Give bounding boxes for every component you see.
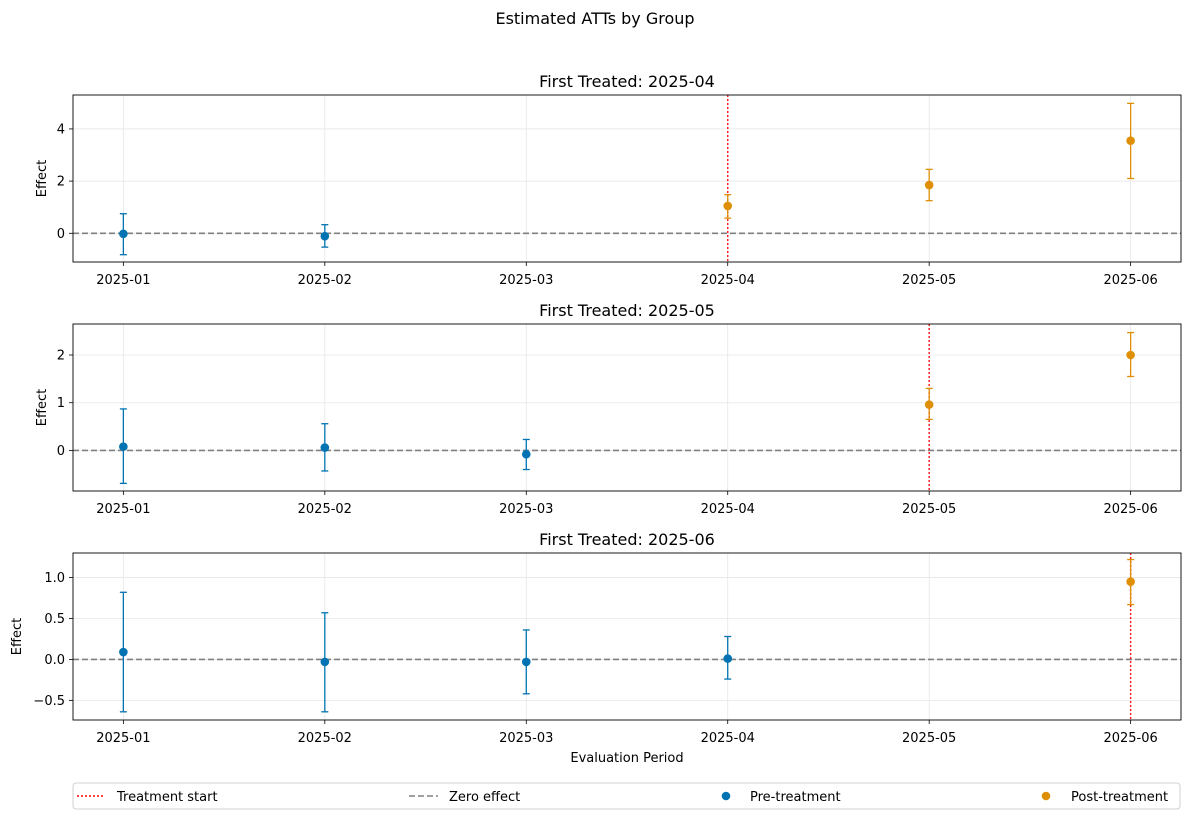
post-point-2025-06 — [1126, 331, 1135, 378]
point-marker — [521, 449, 531, 459]
x-tick-label: 2025-03 — [499, 502, 553, 517]
point-marker — [119, 442, 128, 451]
post-point-2025-06 — [1126, 102, 1135, 180]
post-point-2025-04 — [723, 194, 733, 219]
y-tick-label: 2 — [57, 349, 65, 364]
panel-title: First Treated: 2025-06 — [539, 530, 715, 549]
panel-2: 0 1 2 2025-01 2025-02 2025-03 2025-04 2025-05 20… — [35, 301, 1182, 517]
point-marker — [723, 201, 733, 211]
x-tick-label: 2025-02 — [298, 502, 352, 517]
point-marker — [320, 443, 330, 452]
pre-point-2025-02 — [320, 224, 330, 248]
y-tick-label: 0 — [57, 444, 65, 459]
plot-frame — [72, 94, 1182, 263]
x-tick-label: 2025-04 — [701, 273, 755, 288]
pre-point-2025-02 — [320, 423, 330, 472]
x-tick-label: 2025-04 — [701, 731, 755, 746]
x-tick-label: 2025-05 — [902, 273, 956, 288]
legend-box — [72, 782, 1181, 810]
y-tick-label: 0.0 — [44, 653, 65, 668]
x-tick-label: 2025-06 — [1103, 502, 1157, 517]
plot-area — [73, 95, 1181, 262]
y-tick-label: 0.5 — [44, 612, 65, 627]
pre-point-2025-01 — [119, 213, 128, 256]
pre-point-2025-03 — [521, 629, 531, 695]
pre-point-2025-04 — [723, 635, 733, 680]
x-tick-label: 2025-01 — [96, 731, 150, 746]
pre-point-2025-03 — [521, 438, 531, 471]
post-point-2025-05 — [924, 387, 934, 421]
y-tick-label: 4 — [57, 122, 65, 137]
legend-pre-label: Pre-treatment — [750, 790, 841, 805]
y-axis-label: Effect — [10, 618, 25, 655]
post-point-2025-05 — [924, 168, 934, 202]
chart-title: Estimated ATTs by Group — [495, 9, 694, 28]
panel-3: −0.5 0.0 0.5 1.0 2025-01 2025-02 2025-03 2025-0… — [10, 530, 1182, 746]
y-axis-label: Effect — [35, 160, 50, 197]
x-tick-label: 2025-03 — [499, 273, 553, 288]
plot-frame — [72, 323, 1182, 492]
x-tick-label: 2025-04 — [701, 502, 755, 517]
pre-point-2025-02 — [320, 612, 330, 713]
legend-pre-swatch — [721, 791, 731, 801]
post-point-2025-06 — [1126, 558, 1135, 606]
legend-treatment-label: Treatment start — [116, 790, 218, 805]
point-marker — [320, 657, 330, 667]
y-tick-label: 0 — [57, 227, 65, 242]
x-tick-label: 2025-05 — [902, 731, 956, 746]
legend-zero-label: Zero effect — [449, 790, 520, 805]
pre-point-2025-01 — [119, 591, 128, 713]
x-tick-label: 2025-02 — [298, 731, 352, 746]
point-marker — [521, 657, 531, 667]
panel-title: First Treated: 2025-04 — [539, 72, 715, 91]
point-marker — [1126, 350, 1135, 360]
y-tick-label: 1.0 — [44, 571, 65, 586]
y-tick-label: 1 — [57, 396, 65, 411]
point-marker — [119, 647, 128, 657]
point-marker — [723, 654, 733, 663]
legend: Treatment start Zero effect Pre-treatment P… — [72, 782, 1181, 810]
x-tick-label: 2025-05 — [902, 502, 956, 517]
x-tick-label: 2025-06 — [1103, 731, 1157, 746]
point-marker — [924, 400, 934, 409]
x-tick-label: 2025-01 — [96, 502, 150, 517]
y-tick-label: 2 — [57, 175, 65, 190]
point-marker — [119, 229, 128, 239]
x-axis-label: Evaluation Period — [570, 751, 683, 766]
plot-area — [73, 553, 1181, 720]
y-axis-label: Effect — [35, 389, 50, 426]
x-tick-label: 2025-02 — [298, 273, 352, 288]
x-tick-label: 2025-03 — [499, 731, 553, 746]
point-marker — [924, 180, 934, 190]
point-marker — [1126, 136, 1135, 145]
legend-post-swatch — [1041, 791, 1051, 801]
pre-point-2025-01 — [119, 408, 128, 485]
y-tick-label: −0.5 — [33, 694, 65, 709]
point-marker — [1126, 577, 1135, 586]
x-tick-label: 2025-06 — [1103, 273, 1157, 288]
panel-1: 0 2 4 2025-01 2025-02 2025-03 2025-04 2025-05 20… — [35, 72, 1182, 288]
panel-title: First Treated: 2025-05 — [539, 301, 715, 320]
plot-area — [73, 324, 1181, 491]
legend-post-label: Post-treatment — [1071, 790, 1168, 805]
x-tick-label: 2025-01 — [96, 273, 150, 288]
point-marker — [320, 231, 330, 241]
plot-frame — [72, 552, 1182, 721]
